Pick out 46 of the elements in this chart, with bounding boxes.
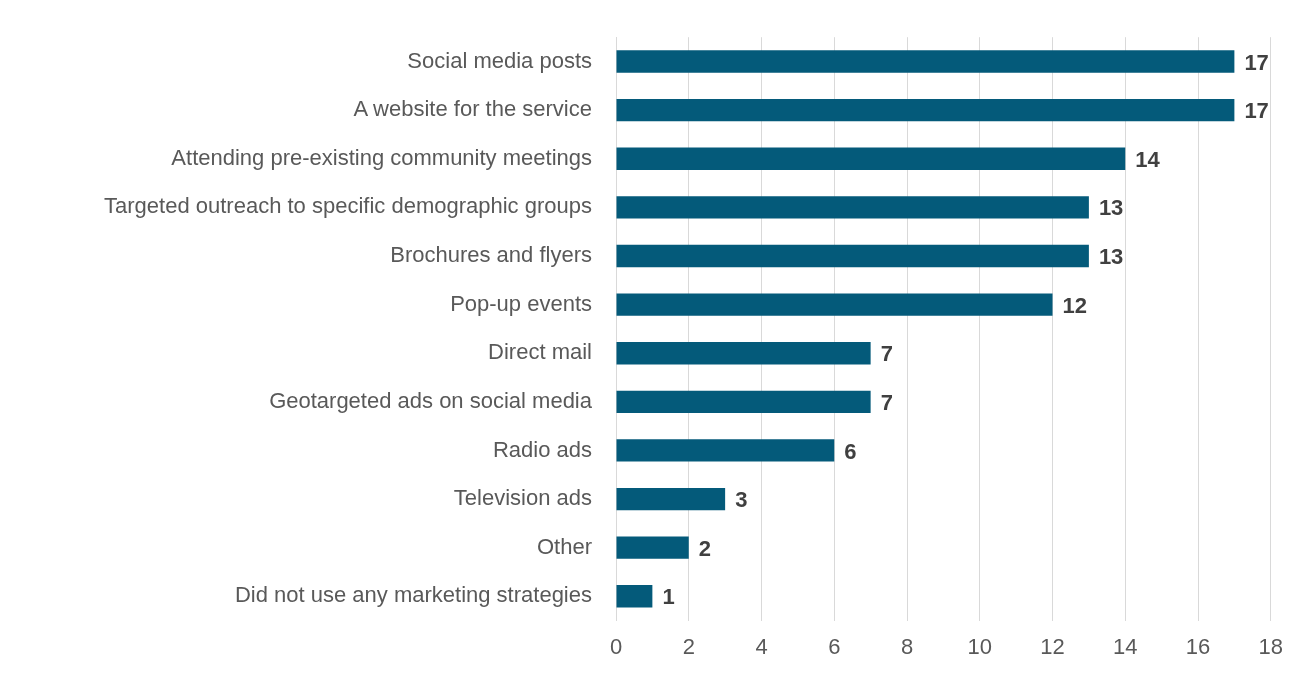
x-tick-label: 4 xyxy=(755,633,768,659)
y-tick-label: A website for the service xyxy=(353,96,592,122)
data-label: 13 xyxy=(1098,244,1124,270)
bar xyxy=(616,147,1126,170)
bar xyxy=(616,342,871,365)
bar xyxy=(616,293,1053,316)
y-tick-label: Pop-up events xyxy=(450,290,592,316)
x-tick-label: 12 xyxy=(1040,633,1065,659)
bar xyxy=(616,439,835,462)
data-label: 7 xyxy=(880,341,893,367)
x-tick-label: 2 xyxy=(682,633,695,659)
data-label: 1 xyxy=(662,584,675,610)
bar xyxy=(616,196,1089,219)
data-label: 12 xyxy=(1062,292,1087,318)
x-tick-label: 14 xyxy=(1113,633,1138,659)
x-tick-label: 16 xyxy=(1185,633,1211,659)
y-tick-label: Television ads xyxy=(453,485,592,511)
x-tick-label: 18 xyxy=(1258,633,1284,659)
bar xyxy=(616,98,1235,122)
bar xyxy=(616,50,1235,73)
x-tick-label: 6 xyxy=(828,633,841,659)
x-tick-label: 0 xyxy=(609,633,623,659)
bar xyxy=(616,390,871,414)
x-tick-label: 8 xyxy=(900,633,914,659)
y-tick-label: Direct mail xyxy=(488,339,592,365)
y-tick-label: Targeted outreach to specific demographic groups xyxy=(104,193,592,219)
y-tick-label: Social media posts xyxy=(407,47,592,73)
y-tick-label: Geotargeted ads on social media xyxy=(269,387,593,413)
bar xyxy=(616,536,689,559)
x-tick-label: 10 xyxy=(967,633,992,659)
data-label: 13 xyxy=(1098,195,1124,221)
bar xyxy=(616,244,1089,268)
bar xyxy=(616,585,653,608)
data-label: 17 xyxy=(1244,98,1269,124)
data-label: 6 xyxy=(844,438,857,464)
data-label: 7 xyxy=(880,389,893,415)
bar xyxy=(616,487,726,511)
y-tick-label: Other xyxy=(536,533,592,559)
data-label: 3 xyxy=(735,487,748,513)
y-tick-label: Brochures and flyers xyxy=(390,242,592,268)
data-label: 2 xyxy=(698,535,711,561)
y-tick-label: Attending pre-existing community meetings xyxy=(171,144,592,170)
data-label: 14 xyxy=(1135,146,1161,172)
y-tick-label: Radio ads xyxy=(492,436,592,462)
y-tick-label: Did not use any marketing strategies xyxy=(234,582,592,608)
data-label: 17 xyxy=(1244,49,1269,75)
